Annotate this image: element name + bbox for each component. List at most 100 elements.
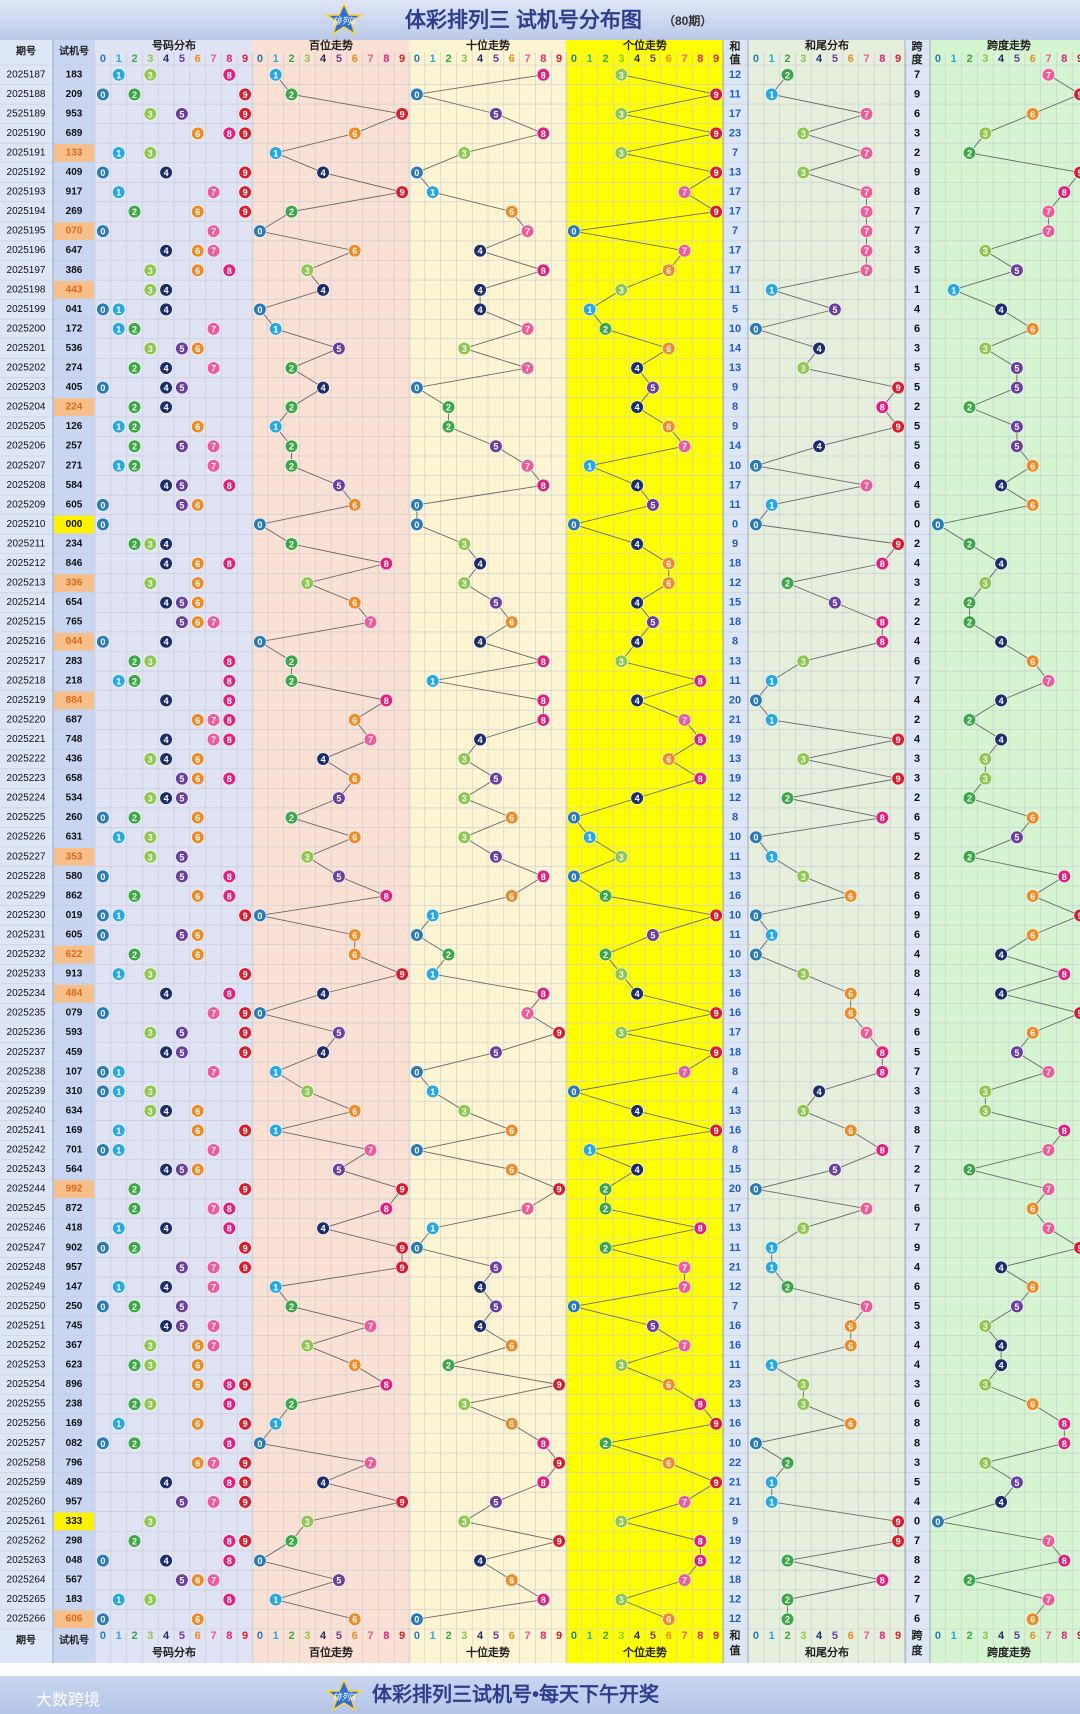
span-ball-45-label: 4 (999, 950, 1004, 960)
hundreds-ball-70-label: 0 (257, 1439, 262, 1449)
tail-ball-24-label: 9 (896, 539, 901, 549)
tens-ball-66-label: 2 (446, 1361, 451, 1371)
span-ball-0 (1041, 68, 1056, 82)
dist-ball-1-0 (96, 87, 110, 101)
hundreds-ball-35-label: 4 (321, 755, 326, 765)
tens-ball-64 (473, 1319, 487, 1333)
tens-ball-22-label: 0 (414, 500, 419, 510)
dist-ball-18-1-label: 1 (116, 422, 121, 432)
dist-ball-78-3 (143, 1593, 157, 1607)
dist-ball-8-0-label: 0 (100, 227, 105, 237)
span-ball-31 (1041, 674, 1056, 688)
dist-ball-5-4-label: 4 (164, 168, 169, 178)
units-ball-39 (583, 830, 597, 844)
header-tail-digit-7: 7 (863, 53, 869, 65)
dist-ball-19-7-label: 7 (211, 442, 216, 452)
hundreds-ball-37 (332, 791, 346, 805)
test-number-29: 044 (66, 636, 83, 647)
span-ball-9 (978, 244, 992, 258)
units-ball-25 (662, 556, 676, 571)
period-38: 2025225 (7, 812, 46, 823)
test-number-27: 654 (66, 597, 83, 608)
dist-ball-1-9-label: 9 (243, 90, 248, 100)
watermark-text: 大数跨境 (36, 1692, 101, 1709)
hundreds-ball-26 (300, 576, 314, 590)
hundreds-ball-31-label: 2 (289, 676, 294, 686)
hundreds-ball-39-label: 6 (352, 833, 357, 843)
footer-tail-digit-9: 9 (895, 1630, 901, 1642)
dist-ball-72-9 (238, 1475, 252, 1489)
span-ball-34 (994, 732, 1008, 747)
units-ball-79 (662, 1612, 676, 1626)
hundreds-ball-34 (363, 732, 378, 747)
tail-ball-4 (859, 146, 874, 160)
hundreds-ball-6 (395, 185, 409, 199)
span-ball-73-label: 4 (999, 1497, 1004, 1507)
hundreds-ball-67-label: 8 (384, 1380, 389, 1390)
span-ball-1 (1073, 87, 1080, 101)
test-number-8: 070 (66, 226, 83, 237)
dist-ball-44-5 (175, 928, 189, 942)
span-ball-35-label: 3 (983, 755, 988, 765)
dist-ball-37-4-label: 4 (164, 794, 169, 804)
span-ball-28 (962, 615, 977, 629)
units-ball-56-label: 4 (635, 1165, 640, 1175)
hundreds-ball-4-label: 1 (273, 148, 278, 158)
lottery-star-logo: 排列3 (324, 2, 364, 36)
sum-value-46: 13 (729, 968, 741, 980)
hundreds-ball-48-label: 0 (257, 1009, 262, 1019)
tail-ball-6 (859, 185, 874, 199)
dist-ball-3-6-label: 6 (195, 129, 200, 139)
tail-ball-55 (875, 1143, 889, 1157)
number-highlight-32 (54, 691, 94, 710)
dist-ball-12-1-label: 1 (116, 305, 121, 315)
footer-tail-digit-2: 2 (784, 1630, 790, 1642)
units-ball-31-label: 8 (698, 676, 703, 686)
period-3: 2025190 (7, 128, 46, 139)
tail-ball-16 (891, 380, 905, 395)
tens-ball-78 (536, 1593, 550, 1607)
period-37: 2025224 (7, 793, 46, 804)
units-ball-2-label: 3 (619, 109, 624, 119)
dist-ball-27-6-label: 6 (195, 598, 200, 608)
sum-value-3: 23 (729, 127, 741, 139)
footer-hundreds-digit-5: 5 (336, 1630, 342, 1642)
hundreds-ball-79-label: 6 (352, 1615, 357, 1625)
span-ball-76-label: 8 (1062, 1556, 1067, 1566)
units-ball-66-label: 3 (619, 1361, 624, 1371)
dist-ball-14-3 (143, 341, 157, 356)
period-52: 2025239 (7, 1086, 46, 1097)
span-value-28: 2 (914, 616, 920, 628)
dist-ball-62-1-label: 1 (116, 1282, 121, 1292)
tail-ball-25 (875, 556, 889, 571)
dist-ball-38-0-label: 0 (100, 813, 105, 823)
span-ball-55 (1041, 1143, 1056, 1157)
dist-ball-76-8-label: 8 (227, 1556, 232, 1566)
units-ball-52 (567, 1084, 581, 1098)
hundreds-ball-61 (395, 1260, 409, 1274)
span-ball-3-label: 3 (983, 129, 988, 139)
tens-ball-57 (552, 1182, 566, 1196)
footer-units-digit-2: 2 (602, 1630, 608, 1642)
header-units-digit-7: 7 (681, 53, 687, 65)
dist-ball-67-9-label: 9 (243, 1380, 248, 1390)
dist-ball-60-2-label: 2 (132, 1243, 137, 1253)
dist-ball-20-1 (112, 459, 126, 473)
period-39: 2025226 (7, 832, 46, 843)
tail-ball-12 (828, 302, 842, 316)
footer-dist-digit-6: 6 (195, 1630, 201, 1642)
tail-ball-22 (765, 498, 779, 512)
dist-ball-28-6 (191, 615, 205, 629)
sum-value-66: 11 (729, 1359, 741, 1371)
tail-ball-5-label: 3 (801, 168, 806, 178)
dist-ball-33-8 (222, 713, 236, 727)
dist-ball-22-5-label: 5 (179, 500, 184, 510)
tail-ball-63-label: 7 (864, 1302, 869, 1312)
dist-ball-49-9 (238, 1026, 252, 1040)
hundreds-ball-76-label: 0 (257, 1556, 262, 1566)
dist-ball-2-5-label: 5 (179, 109, 184, 119)
period-12: 2025199 (7, 304, 46, 315)
tens-ball-66 (441, 1358, 456, 1372)
period-61: 2025248 (7, 1262, 46, 1273)
test-number-65: 367 (66, 1340, 83, 1351)
